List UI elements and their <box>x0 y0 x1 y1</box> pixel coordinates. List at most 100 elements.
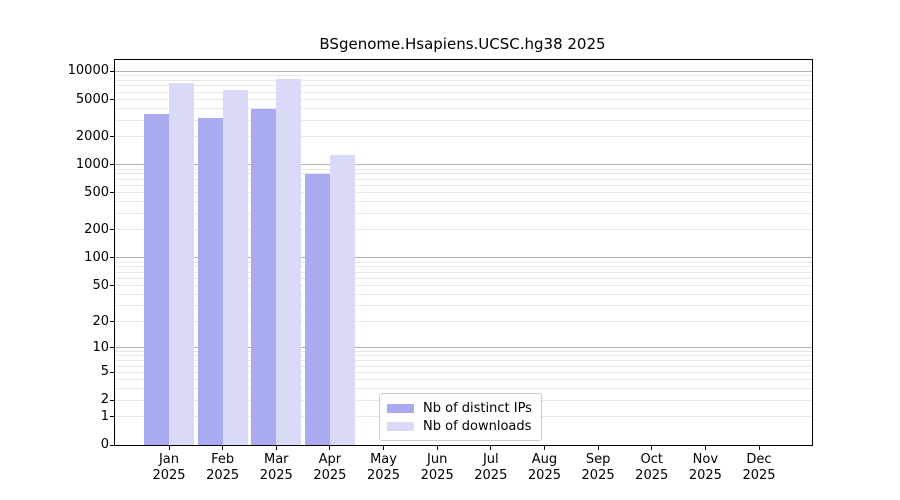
gridline-minor <box>115 85 812 87</box>
gridline-minor <box>115 99 812 100</box>
gridline-minor <box>115 168 812 170</box>
legend-item-downloads: Nb of downloads <box>387 417 532 435</box>
legend-item-distinct-ips: Nb of distinct IPs <box>387 399 532 417</box>
y-axis-tick <box>110 285 115 286</box>
gridline-minor <box>115 119 812 121</box>
chart-title: BSgenome.Hsapiens.UCSC.hg38 2025 <box>319 35 606 53</box>
y-axis-tick-label: 10000 <box>67 63 109 79</box>
y-axis-tick-label: 1000 <box>75 156 109 172</box>
gridline-minor <box>115 371 812 373</box>
y-axis-tick-label: 2 <box>100 392 109 408</box>
gridline-minor <box>115 355 812 357</box>
bar-nb-of-distinct-ips-feb <box>197 117 223 445</box>
bar-nb-of-downloads-feb <box>222 90 248 445</box>
y-axis-tick <box>110 321 115 322</box>
gridline-minor <box>115 173 812 175</box>
x-axis-tick-label-aug: Aug 2025 <box>527 452 561 483</box>
x-axis-tick-label-oct: Oct 2025 <box>635 452 669 483</box>
y-axis-tick <box>110 257 115 259</box>
gridline-minor <box>115 178 812 180</box>
x-axis-tick-label-jul: Jul 2025 <box>474 452 508 483</box>
legend-label-distinct-ips: Nb of distinct IPs <box>423 400 532 416</box>
bar-nb-of-downloads-apr <box>329 155 355 445</box>
bar-nb-of-distinct-ips-mar <box>251 108 277 445</box>
x-axis-tick <box>275 445 277 450</box>
x-axis-tick-label-feb: Feb 2025 <box>206 452 240 483</box>
gridline-minor <box>115 184 812 186</box>
y-axis-tick-label: 50 <box>92 277 109 293</box>
gridline-minor <box>115 285 812 286</box>
y-axis-tick <box>110 164 115 166</box>
y-axis-tick <box>110 70 115 72</box>
x-axis-tick-label-nov: Nov 2025 <box>688 452 722 483</box>
gridline-minor <box>115 192 812 194</box>
x-axis-tick-label-may: May 2025 <box>366 452 401 483</box>
gridline-minor <box>115 360 812 362</box>
gridline-minor <box>115 79 812 81</box>
gridline-minor <box>115 305 812 307</box>
gridline-minor <box>115 136 812 138</box>
x-axis-tick <box>758 445 760 450</box>
x-axis-tick <box>651 445 653 450</box>
y-axis-tick-label: 0 <box>100 437 109 452</box>
gridline-major <box>115 347 812 349</box>
x-axis-tick <box>597 445 599 450</box>
legend-swatch-downloads-icon <box>387 421 414 431</box>
gridline-major <box>115 257 812 259</box>
x-axis-tick <box>329 445 331 450</box>
x-axis-tick <box>704 445 706 450</box>
y-axis-tick <box>110 136 115 138</box>
bar-nb-of-distinct-ips-apr <box>304 173 330 445</box>
gridline-minor <box>115 266 812 268</box>
y-axis-tick <box>110 416 115 418</box>
bar-nb-of-downloads-mar <box>276 78 302 445</box>
x-axis-tick-label-jun: Jun 2025 <box>420 452 454 483</box>
y-axis-tick <box>110 229 115 231</box>
gridline-minor <box>115 321 812 322</box>
y-axis-tick-label: 5 <box>100 364 109 380</box>
x-axis-tick <box>383 445 385 450</box>
x-axis-tick <box>436 445 438 450</box>
gridline-minor <box>115 293 812 295</box>
y-axis-tick-label: 500 <box>84 184 109 200</box>
legend-label-downloads: Nb of downloads <box>423 418 532 434</box>
gridline-minor <box>115 229 812 231</box>
x-axis-tick <box>490 445 492 450</box>
bar-nb-of-downloads-jan <box>169 83 194 445</box>
y-axis-tick-label: 200 <box>84 221 109 237</box>
x-axis-tick-label-jan: Jan 2025 <box>152 452 186 483</box>
gridline-minor <box>115 379 812 381</box>
gridline-minor <box>115 351 812 353</box>
gridline-major <box>115 164 812 166</box>
y-axis-tick-label: 10 <box>92 339 109 355</box>
x-axis-tick-label-sep: Sep 2025 <box>581 452 615 483</box>
y-axis-tick-label: 2000 <box>75 128 109 144</box>
y-axis-tick-label: 1 <box>100 408 109 424</box>
y-axis-tick <box>110 399 115 401</box>
y-axis-tick <box>110 444 115 446</box>
gridline-minor <box>115 365 812 367</box>
x-axis-tick <box>168 445 170 450</box>
x-axis-tick <box>543 445 545 450</box>
y-axis-tick <box>110 99 115 100</box>
bar-nb-of-distinct-ips-jan <box>144 113 169 445</box>
legend: Nb of distinct IPs Nb of downloads <box>379 393 542 441</box>
y-axis-tick-label: 20 <box>92 313 109 329</box>
gridline-minor <box>115 277 812 279</box>
y-axis-tick-label: 5000 <box>75 91 109 107</box>
gridline-minor <box>115 91 812 93</box>
gridline-minor <box>115 108 812 110</box>
x-axis-tick-label-apr: Apr 2025 <box>313 452 347 483</box>
y-axis-tick <box>110 347 115 349</box>
y-axis-tick-label: 100 <box>84 249 109 265</box>
gridline-minor <box>115 201 812 203</box>
y-axis-tick <box>110 192 115 194</box>
gridline-minor <box>115 75 812 77</box>
x-axis-tick-label-mar: Mar 2025 <box>259 452 293 483</box>
x-axis-tick-label-dec: Dec 2025 <box>742 452 776 483</box>
x-axis-tick <box>222 445 224 450</box>
y-axis-tick <box>110 371 115 373</box>
gridline-minor <box>115 388 812 390</box>
gridline-major <box>115 70 812 72</box>
